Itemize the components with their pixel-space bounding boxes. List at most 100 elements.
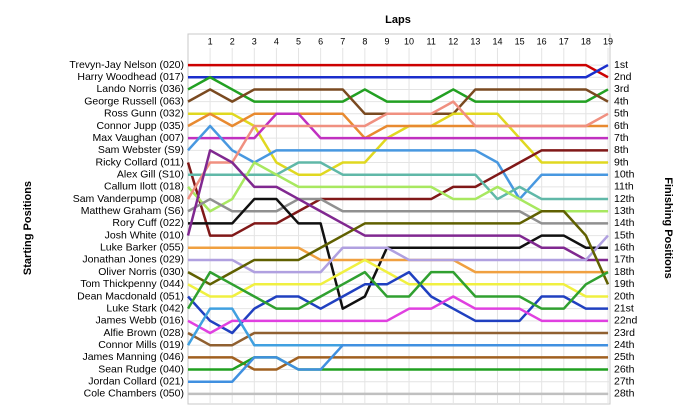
start-label: Cole Chambers (050): [84, 388, 184, 400]
start-label: Luke Barker (055): [100, 242, 184, 254]
y2-tick-label: 9th: [614, 156, 629, 168]
y2-tick-label: 23rd: [614, 327, 635, 339]
x-tick-label: 13: [470, 36, 480, 46]
y2-tick-label: 14th: [614, 217, 635, 229]
y2-tick-label: 27th: [614, 376, 635, 388]
start-label: Jordan Collard (021): [88, 376, 184, 388]
x-tick-label: 19: [603, 36, 613, 46]
start-label: Tom Thickpenny (044): [80, 278, 184, 290]
x-tick-label: 18: [581, 36, 591, 46]
y-axis-label: Starting Positions: [22, 181, 34, 275]
x-tick-label: 14: [492, 36, 502, 46]
start-label: Callum Ilott (018): [104, 181, 184, 193]
x-tick-label: 17: [559, 36, 569, 46]
x-tick-label: 10: [404, 36, 414, 46]
position-line: [188, 63, 609, 79]
position-line: [186, 149, 608, 262]
y2-tick-label: 18th: [614, 266, 635, 278]
start-label: Sam Vanderpump (008): [73, 193, 184, 205]
x-tick-label: 4: [274, 36, 279, 46]
start-label: Jonathan Jones (029): [82, 254, 184, 266]
x-tick-label: 8: [362, 36, 367, 46]
start-label: Oliver Norris (030): [98, 266, 184, 278]
y2-tick-label: 24th: [614, 339, 635, 351]
y2-tick-label: 21st: [614, 302, 634, 314]
x-tick-label: 6: [318, 36, 323, 46]
position-line: [188, 197, 608, 310]
position-line: [186, 149, 608, 237]
y2-tick-label: 15th: [614, 229, 635, 241]
position-line: [188, 246, 608, 274]
x-tick-label: 9: [384, 36, 389, 46]
y2-tick-label: 25th: [614, 351, 635, 363]
y2-tick-label: 22nd: [614, 315, 638, 327]
start-label: Sam Webster (S9): [98, 144, 184, 156]
x-tick-label: 11: [426, 36, 435, 46]
y2-tick-label: 8th: [614, 144, 629, 156]
start-label: George Russell (063): [84, 95, 184, 107]
start-label: Dean Macdonald (051): [77, 290, 184, 302]
start-label: Connor Jupp (035): [96, 120, 184, 132]
start-label: Alfie Brown (028): [103, 327, 184, 339]
y2-tick-label: 12th: [614, 193, 635, 205]
y2-tick-label: 26th: [614, 363, 635, 375]
start-label: Trevyn-Jay Nelson (020): [69, 59, 184, 71]
position-line: [188, 63, 609, 79]
y2-axis-label: Finishing Positions: [662, 177, 674, 278]
start-label: Harry Woodhead (017): [77, 71, 184, 83]
position-line: [187, 76, 609, 103]
start-label: Josh White (010): [105, 229, 184, 241]
y2-tick-label: 3rd: [614, 83, 629, 95]
y2-tick-label: 19th: [614, 278, 635, 290]
position-line: [188, 356, 608, 371]
start-label: Max Vaughan (007): [93, 132, 184, 144]
position-line: [187, 124, 608, 201]
y2-tick-label: 13th: [614, 205, 635, 217]
y2-tick-label: 28th: [614, 388, 635, 400]
start-label: Sean Rudge (040): [98, 363, 184, 375]
start-label: Ross Gunn (032): [104, 108, 184, 120]
x-tick-label: 2: [230, 36, 235, 46]
position-line: [187, 331, 608, 347]
position-line: [186, 270, 609, 310]
y2-tick-label: 11th: [614, 181, 634, 193]
position-line: [187, 197, 608, 225]
start-label: Lando Norris (036): [96, 83, 184, 95]
y2-tick-label: 1st: [614, 59, 628, 71]
y2-tick-label: 10th: [614, 168, 635, 180]
y2-tick-label: 17th: [614, 254, 635, 266]
position-line: [188, 234, 609, 274]
y2-tick-label: 7th: [614, 132, 629, 144]
chart-title: Laps: [385, 14, 411, 26]
position-line: [188, 161, 608, 201]
start-label: Connor Mills (019): [98, 339, 184, 351]
x-tick-label: 7: [340, 36, 345, 46]
plot-area: [187, 33, 611, 405]
x-tick-label: 3: [252, 36, 257, 46]
position-line: [187, 209, 610, 286]
x-tick-label: 16: [537, 36, 547, 46]
x-tick-label: 5: [296, 36, 301, 46]
start-label: Rory Cuff (022): [112, 217, 184, 229]
start-label: James Manning (046): [82, 351, 184, 363]
position-line: [186, 100, 609, 200]
start-label: Alex Gill (S10): [117, 168, 184, 180]
position-line: [187, 295, 608, 335]
y2-tick-label: 5th: [614, 108, 629, 120]
position-line: [188, 112, 608, 140]
start-label: Luke Stark (042): [106, 302, 184, 314]
position-line: [188, 112, 608, 176]
x-tick-label: 12: [448, 36, 458, 46]
start-label: James Webb (016): [95, 315, 184, 327]
position-line: [188, 343, 608, 383]
x-tick-label: 1: [208, 36, 213, 46]
y2-tick-label: 20th: [614, 290, 635, 302]
y2-tick-label: 6th: [614, 120, 629, 132]
y2-tick-label: 16th: [614, 242, 635, 254]
position-line: [187, 161, 608, 213]
y2-tick-label: 4th: [614, 95, 629, 107]
y2-tick-label: 2nd: [614, 71, 632, 83]
start-label: Ricky Collard (011): [96, 156, 185, 168]
